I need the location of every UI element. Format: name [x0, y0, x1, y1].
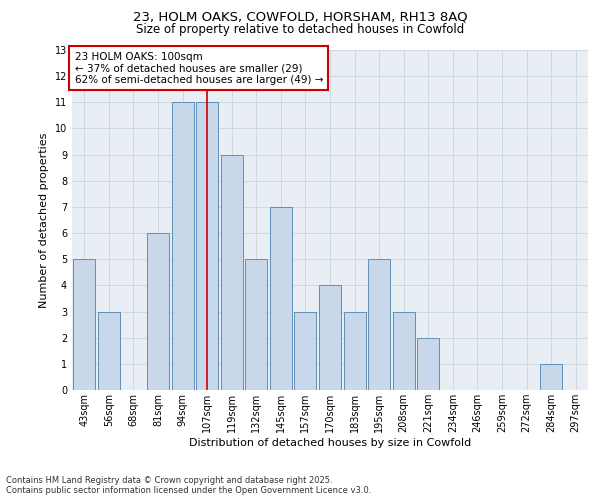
- Text: 23, HOLM OAKS, COWFOLD, HORSHAM, RH13 8AQ: 23, HOLM OAKS, COWFOLD, HORSHAM, RH13 8A…: [133, 10, 467, 23]
- Bar: [295, 312, 316, 390]
- Bar: [392, 312, 415, 390]
- X-axis label: Distribution of detached houses by size in Cowfold: Distribution of detached houses by size …: [189, 438, 471, 448]
- Bar: [368, 259, 390, 390]
- Bar: [417, 338, 439, 390]
- Bar: [319, 286, 341, 390]
- Bar: [172, 102, 194, 390]
- Bar: [270, 207, 292, 390]
- Bar: [245, 259, 268, 390]
- Bar: [73, 259, 95, 390]
- Text: 23 HOLM OAKS: 100sqm
← 37% of detached houses are smaller (29)
62% of semi-detac: 23 HOLM OAKS: 100sqm ← 37% of detached h…: [74, 52, 323, 85]
- Y-axis label: Number of detached properties: Number of detached properties: [39, 132, 49, 308]
- Bar: [196, 102, 218, 390]
- Bar: [344, 312, 365, 390]
- Bar: [98, 312, 120, 390]
- Bar: [221, 154, 243, 390]
- Text: Contains HM Land Registry data © Crown copyright and database right 2025.
Contai: Contains HM Land Registry data © Crown c…: [6, 476, 371, 495]
- Text: Size of property relative to detached houses in Cowfold: Size of property relative to detached ho…: [136, 22, 464, 36]
- Bar: [540, 364, 562, 390]
- Bar: [147, 233, 169, 390]
